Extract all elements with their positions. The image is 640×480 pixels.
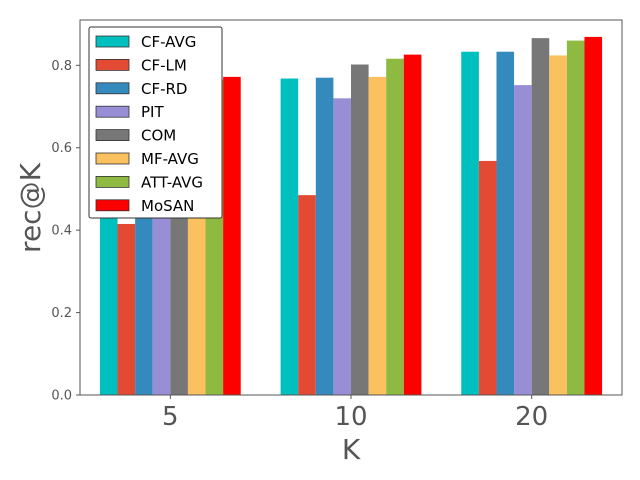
y-tick-label: 0.0 — [51, 389, 72, 404]
y-tick-label: 0.6 — [51, 141, 72, 156]
legend-swatch-cf-rd — [95, 82, 130, 95]
bar-cf-lm-k10 — [298, 195, 316, 395]
bars-layer — [99, 36, 603, 396]
legend-label-mf-avg: MF-AVG — [141, 150, 199, 168]
x-tick-label: 20 — [515, 402, 548, 432]
y-tick-label: 0.2 — [51, 306, 72, 321]
legend-label-pit: PIT — [141, 103, 164, 121]
legend-label-cf-rd: CF-RD — [141, 80, 188, 98]
bar-att-avg-k10 — [386, 58, 404, 396]
legend-swatch-com — [95, 129, 130, 142]
legend-swatch-cf-lm — [95, 59, 130, 71]
bar-mosan-k20 — [584, 36, 603, 396]
legend-swatch-mosan — [95, 199, 130, 212]
legend-box — [88, 26, 223, 219]
x-tick-label: 10 — [334, 402, 367, 432]
legend-swatch-pit — [95, 105, 130, 118]
legend-swatch-mf-avg — [95, 152, 130, 165]
legend-label-cf-lm: CF-LM — [141, 56, 187, 74]
legend-label-mosan: MoSAN — [141, 197, 194, 215]
bar-mf-avg-k20 — [549, 55, 567, 395]
x-axis: 5 10 20 — [162, 395, 548, 432]
x-axis-label: K — [342, 433, 361, 466]
legend-swatch-cf-avg — [95, 35, 130, 48]
legend: CF-AVG CF-LM CF-RD PIT COM MF-AVG ATT-AVG MoSAN — [88, 26, 223, 219]
bar-mosan-k5 — [223, 76, 241, 396]
bar-pit-k10 — [333, 98, 351, 396]
bar-cf-rd-k20 — [496, 51, 515, 395]
legend-swatch-att-avg — [95, 175, 130, 188]
bar-mf-avg-k10 — [368, 76, 387, 396]
bar-cf-rd-k10 — [315, 77, 334, 395]
bar-cf-avg-k20 — [461, 51, 479, 395]
legend-label-att-avg: ATT-AVG — [141, 173, 203, 191]
bar-com-k10 — [351, 64, 369, 395]
bar-cf-lm-k5 — [117, 223, 136, 395]
y-tick-label: 0.4 — [51, 224, 72, 239]
bar-com-k20 — [531, 38, 550, 395]
bar-att-avg-k20 — [566, 40, 585, 395]
y-tick-label: 0.8 — [51, 59, 72, 74]
bar-cf-lm-k20 — [478, 160, 497, 395]
bar-mosan-k10 — [403, 54, 422, 396]
y-axis: 0.0 0.2 0.4 0.6 0.8 — [51, 59, 80, 404]
y-axis-label: rec@K — [14, 162, 47, 253]
bar-pit-k20 — [514, 85, 532, 396]
bar-cf-avg-k10 — [280, 78, 299, 396]
legend-label-com: COM — [141, 127, 176, 145]
legend-label-cf-avg: CF-AVG — [141, 33, 196, 51]
x-tick-label: 5 — [162, 402, 179, 432]
